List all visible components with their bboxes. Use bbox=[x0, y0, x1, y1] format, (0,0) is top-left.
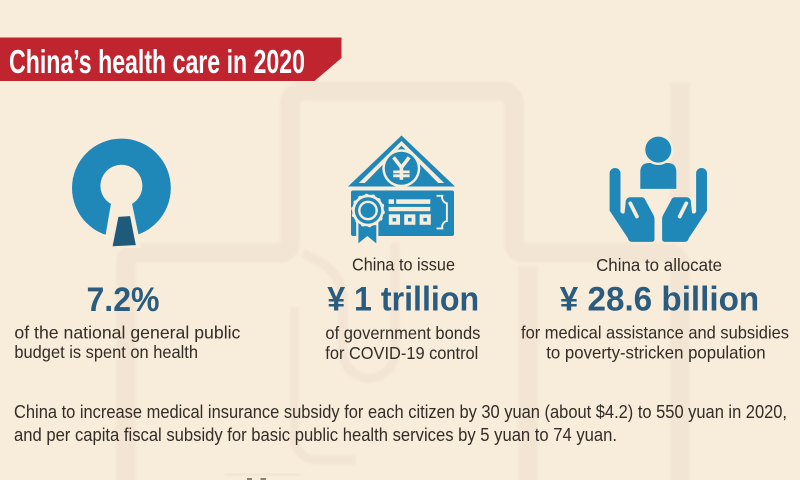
svg-text:7.2%: 7.2% bbox=[87, 281, 160, 319]
svg-text:to poverty-stricken population: to poverty-stricken population bbox=[546, 343, 765, 363]
svg-text:¥ 1 trillion: ¥ 1 trillion bbox=[327, 281, 479, 319]
svg-text:of government bonds: of government bonds bbox=[325, 323, 480, 343]
svg-text:budget is spent on health: budget is spent on health bbox=[14, 342, 198, 362]
svg-text:China to issue: China to issue bbox=[352, 255, 455, 275]
svg-text:and per capita fiscal subsidy: and per capita fiscal subsidy for basic … bbox=[14, 424, 617, 445]
svg-text:China’s health care in 2020: China’s health care in 2020 bbox=[9, 43, 305, 80]
svg-text:China to allocate: China to allocate bbox=[596, 255, 722, 275]
svg-text:¥ 28.6 billion: ¥ 28.6 billion bbox=[560, 281, 760, 319]
svg-text:for COVID-19 control: for COVID-19 control bbox=[325, 343, 478, 363]
svg-text:China to increase medical insu: China to increase medical insurance subs… bbox=[14, 401, 787, 422]
svg-text:of the national general public: of the national general public bbox=[14, 323, 240, 343]
svg-text:for medical assistance and sub: for medical assistance and subsidies bbox=[521, 323, 789, 343]
